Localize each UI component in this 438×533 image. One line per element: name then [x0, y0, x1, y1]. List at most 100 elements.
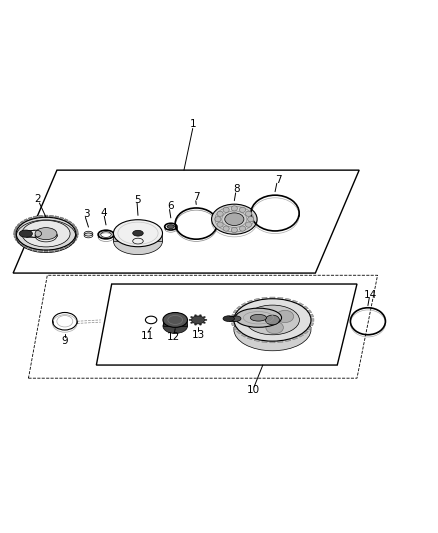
Ellipse shape	[194, 314, 197, 316]
Text: 6: 6	[167, 201, 174, 212]
Polygon shape	[17, 241, 21, 244]
Polygon shape	[67, 244, 72, 246]
Ellipse shape	[22, 221, 70, 247]
Polygon shape	[28, 247, 33, 251]
Polygon shape	[49, 249, 53, 252]
Polygon shape	[33, 216, 38, 219]
Polygon shape	[54, 216, 59, 219]
Polygon shape	[75, 236, 78, 238]
Polygon shape	[233, 310, 238, 313]
Polygon shape	[44, 250, 48, 252]
Polygon shape	[15, 226, 19, 229]
Text: 2: 2	[34, 194, 41, 204]
Ellipse shape	[276, 310, 294, 322]
Polygon shape	[285, 298, 291, 301]
Polygon shape	[33, 249, 38, 252]
Ellipse shape	[234, 298, 311, 341]
Polygon shape	[14, 229, 17, 232]
Ellipse shape	[215, 216, 221, 222]
Polygon shape	[163, 320, 187, 326]
Polygon shape	[237, 330, 242, 334]
Ellipse shape	[265, 315, 279, 325]
Polygon shape	[241, 334, 247, 337]
Polygon shape	[285, 339, 291, 342]
Polygon shape	[20, 221, 25, 224]
Ellipse shape	[14, 215, 78, 252]
Ellipse shape	[199, 314, 202, 316]
Polygon shape	[59, 247, 64, 251]
Ellipse shape	[230, 316, 241, 321]
Ellipse shape	[190, 322, 193, 324]
Polygon shape	[73, 238, 77, 241]
Ellipse shape	[225, 213, 244, 225]
Polygon shape	[59, 217, 64, 220]
Ellipse shape	[189, 319, 191, 321]
Ellipse shape	[191, 316, 205, 324]
Ellipse shape	[113, 228, 162, 255]
Text: 9: 9	[61, 336, 68, 346]
Ellipse shape	[245, 211, 251, 216]
Polygon shape	[24, 246, 28, 248]
Polygon shape	[24, 219, 28, 222]
Text: 7: 7	[275, 175, 282, 185]
Polygon shape	[307, 310, 312, 313]
Ellipse shape	[113, 220, 162, 247]
Polygon shape	[254, 339, 260, 342]
Polygon shape	[113, 233, 162, 241]
Ellipse shape	[252, 310, 269, 322]
Text: 3: 3	[83, 209, 90, 220]
Polygon shape	[28, 217, 33, 220]
Polygon shape	[262, 341, 267, 343]
Polygon shape	[270, 341, 275, 343]
Ellipse shape	[235, 308, 282, 327]
Text: 4: 4	[101, 208, 108, 218]
Text: 12: 12	[167, 332, 180, 342]
Ellipse shape	[163, 319, 187, 334]
Polygon shape	[75, 229, 78, 232]
Polygon shape	[15, 238, 19, 241]
Ellipse shape	[203, 316, 206, 318]
Ellipse shape	[245, 305, 300, 335]
Ellipse shape	[163, 312, 187, 327]
Polygon shape	[311, 319, 314, 321]
Polygon shape	[292, 337, 298, 340]
Polygon shape	[310, 323, 314, 326]
Polygon shape	[39, 249, 42, 252]
Polygon shape	[241, 303, 247, 306]
Polygon shape	[292, 300, 298, 303]
Polygon shape	[20, 244, 25, 246]
Polygon shape	[247, 337, 253, 340]
Polygon shape	[14, 236, 17, 238]
Polygon shape	[307, 327, 312, 330]
Ellipse shape	[167, 225, 174, 229]
Ellipse shape	[205, 319, 207, 321]
Polygon shape	[73, 226, 77, 229]
Ellipse shape	[194, 324, 197, 326]
Ellipse shape	[231, 206, 237, 211]
Text: 13: 13	[191, 330, 205, 340]
Ellipse shape	[203, 322, 206, 324]
Ellipse shape	[247, 216, 254, 222]
Polygon shape	[231, 319, 234, 321]
Ellipse shape	[35, 228, 57, 240]
Polygon shape	[254, 298, 260, 301]
Text: 5: 5	[134, 195, 141, 205]
Ellipse shape	[234, 309, 311, 351]
Polygon shape	[231, 314, 235, 317]
Ellipse shape	[223, 316, 234, 321]
Ellipse shape	[240, 226, 246, 231]
Polygon shape	[231, 323, 235, 326]
Polygon shape	[262, 297, 267, 300]
Polygon shape	[247, 300, 253, 303]
Polygon shape	[64, 246, 68, 248]
Polygon shape	[278, 297, 283, 300]
Ellipse shape	[19, 230, 32, 237]
Polygon shape	[14, 232, 16, 235]
Polygon shape	[39, 215, 42, 217]
Polygon shape	[303, 306, 308, 309]
Polygon shape	[76, 232, 78, 235]
Ellipse shape	[251, 314, 266, 321]
Ellipse shape	[231, 228, 237, 232]
Ellipse shape	[240, 207, 246, 213]
Ellipse shape	[217, 211, 223, 216]
